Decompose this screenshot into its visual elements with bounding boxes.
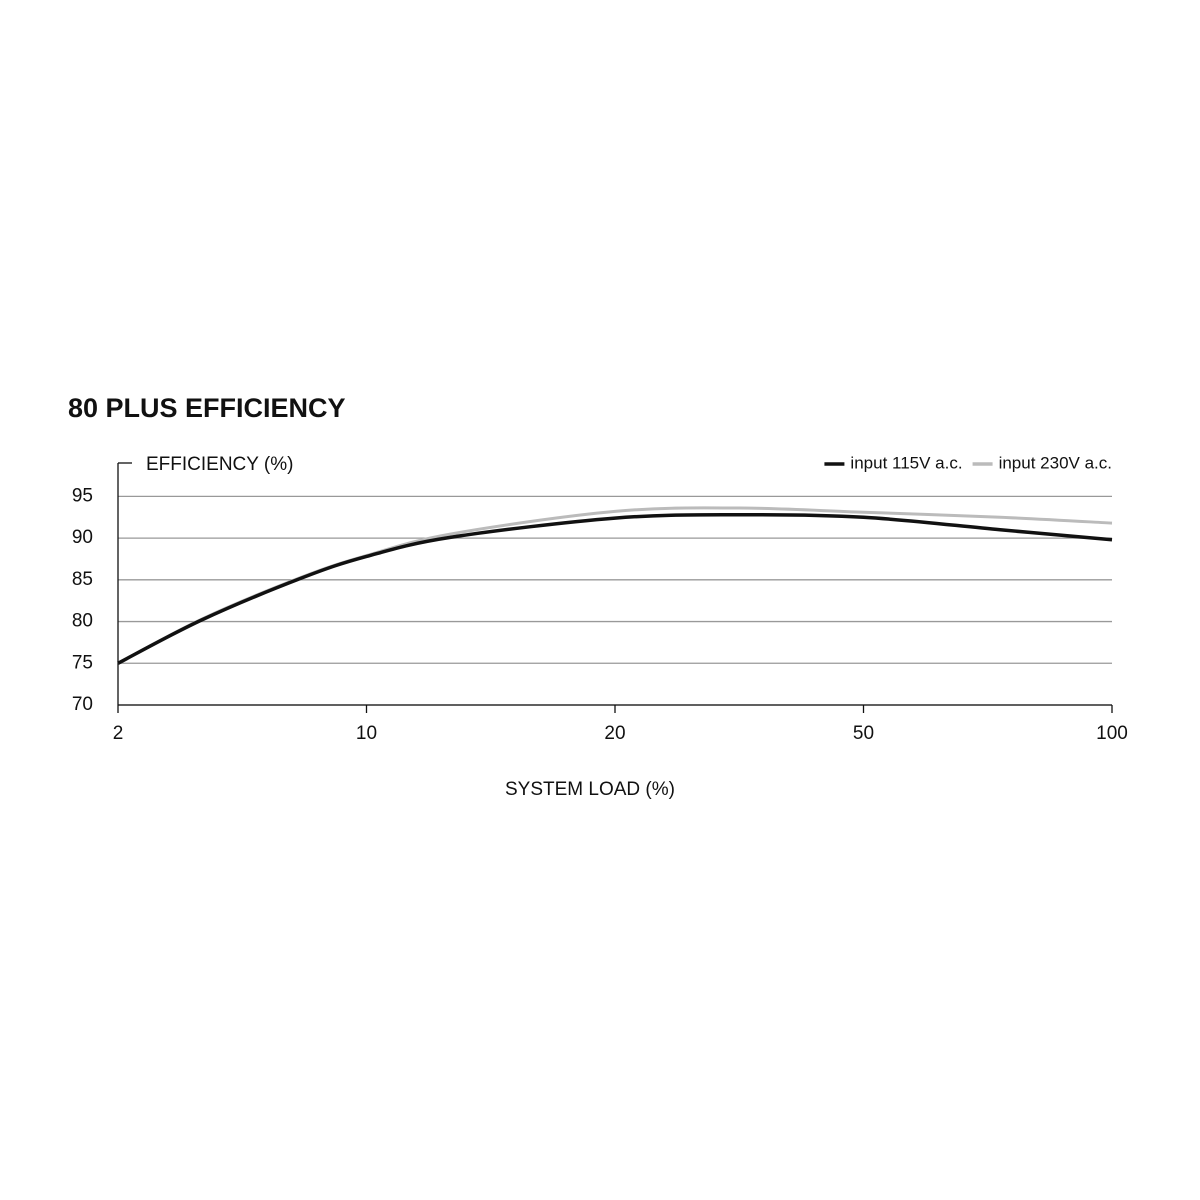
x-tick-label: 20	[604, 723, 625, 744]
y-tick-label: 70	[72, 694, 93, 715]
x-tick-label: 10	[356, 723, 377, 744]
y-axis-label: EFFICIENCY (%)	[146, 454, 293, 475]
y-tick-label: 80	[72, 611, 93, 632]
legend-label: input 230V a.c.	[999, 453, 1112, 472]
x-tick-label: 50	[853, 723, 874, 744]
x-tick-label: 100	[1096, 723, 1128, 744]
y-tick-label: 75	[72, 652, 93, 673]
legend-label: input 115V a.c.	[850, 453, 962, 472]
series-line	[117, 506, 1113, 665]
y-tick-label: 95	[72, 485, 93, 506]
x-axis-label: SYSTEM LOAD (%)	[505, 779, 675, 800]
chart-title: 80 PLUS EFFICIENCY	[68, 393, 346, 423]
series-line	[117, 512, 1113, 665]
x-tick-label: 2	[113, 723, 124, 744]
y-tick-label: 90	[72, 527, 93, 548]
y-tick-label: 85	[72, 569, 93, 590]
